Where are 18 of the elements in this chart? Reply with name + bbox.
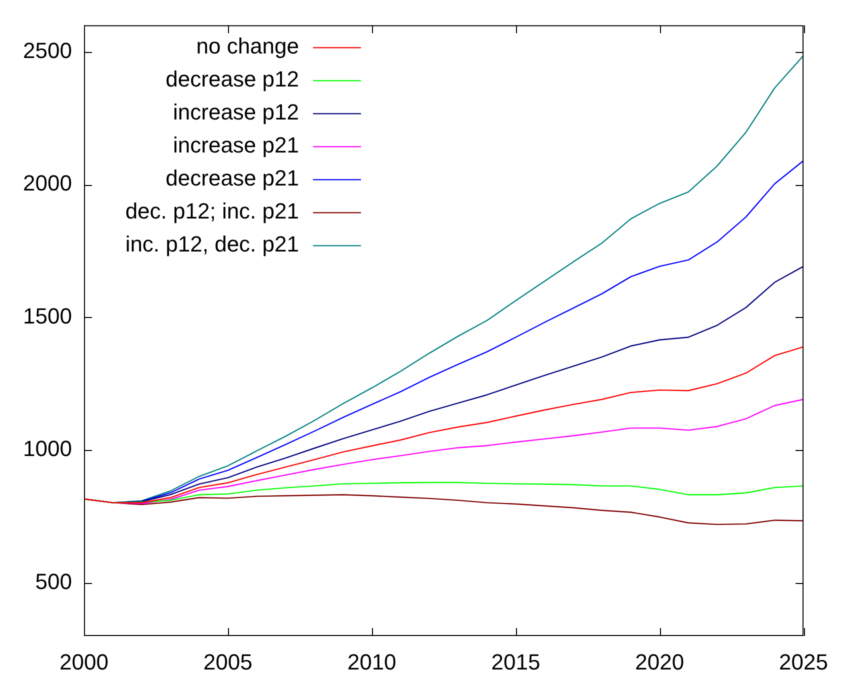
- x-tick-label: 2000: [60, 649, 108, 674]
- x-tick-label: 2010: [347, 649, 396, 674]
- y-tick-label: 2500: [23, 38, 72, 63]
- legend-label: inc. p12, dec. p21: [125, 231, 299, 256]
- x-tick-label: 2025: [779, 649, 828, 674]
- y-tick-label: 2000: [23, 170, 72, 196]
- y-tick-label: 1000: [23, 436, 72, 462]
- x-tick-label: 2020: [635, 649, 684, 674]
- y-tick-label: 1500: [23, 303, 72, 328]
- legend-label: decrease p21: [166, 165, 299, 190]
- legend-label: no change: [196, 33, 299, 58]
- x-tick-label: 2015: [491, 649, 540, 674]
- legend-label: increase p21: [173, 132, 299, 158]
- x-tick-label: 2005: [203, 649, 252, 674]
- legend-label: decrease p12: [166, 66, 299, 92]
- legend-label: dec. p12; inc. p21: [125, 198, 299, 224]
- y-tick-label: 500: [35, 568, 72, 594]
- legend-label: increase p12: [173, 99, 299, 124]
